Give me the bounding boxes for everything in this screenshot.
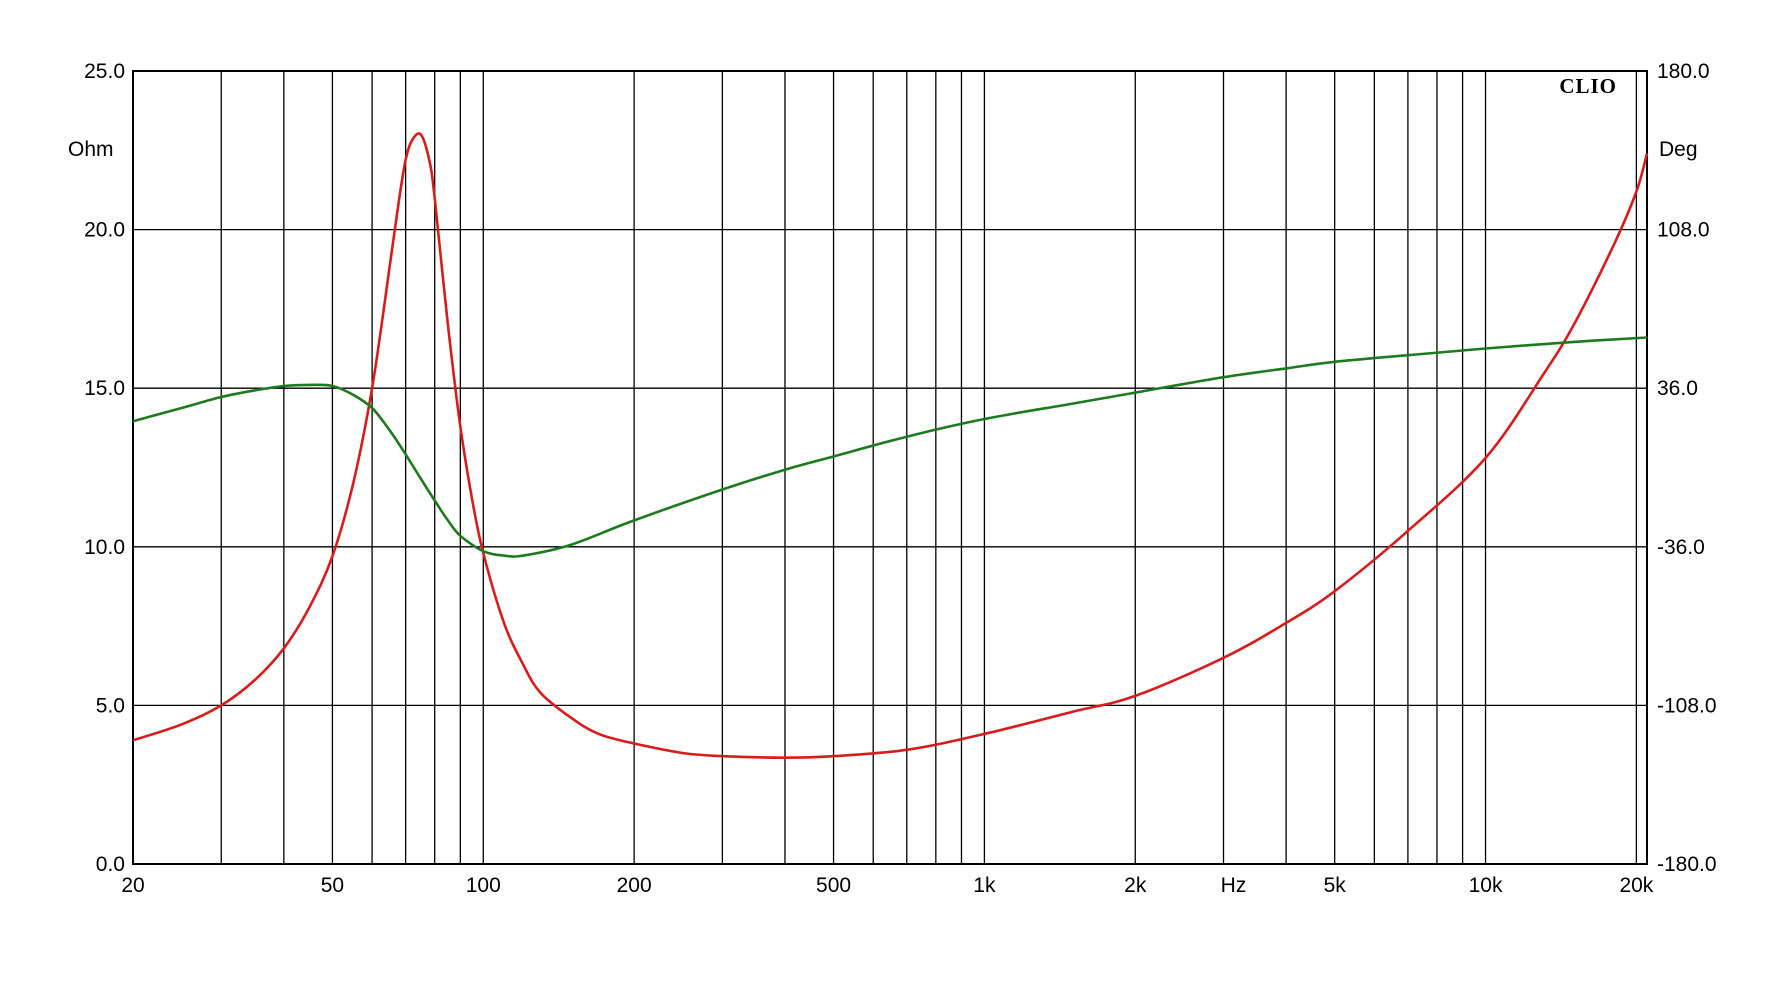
x-tick-label: 50 <box>321 874 344 897</box>
horizontal-gridlines <box>133 70 1647 865</box>
left-tick-label: 0.0 <box>96 853 125 876</box>
right-axis-tick-labels: -180.0 -108.0 -36.0 36.0 108.0 180.0 <box>1657 60 1717 876</box>
x-tick-label: 10k <box>1469 874 1503 897</box>
plot-frame <box>132 70 1648 865</box>
x-tick-label: 20 <box>121 874 144 897</box>
x-tick-label: 5k <box>1324 874 1347 897</box>
x-tick-label: 1k <box>973 874 996 897</box>
x-tick-label: 200 <box>617 874 652 897</box>
vertical-gridlines <box>132 71 1638 864</box>
series-layer <box>132 132 1649 759</box>
right-axis-unit-label: Deg <box>1659 138 1698 161</box>
x-tick-label: 500 <box>816 874 851 897</box>
left-tick-label: 10.0 <box>84 536 125 559</box>
right-tick-label: 36.0 <box>1657 377 1698 400</box>
right-tick-label: 108.0 <box>1657 219 1710 242</box>
left-axis-unit-label: Ohm <box>68 138 114 161</box>
clio-brand-label: CLIO <box>1559 74 1617 98</box>
x-tick-label: 2k <box>1124 874 1147 897</box>
x-tick-label: 20k <box>1619 874 1653 897</box>
left-tick-label: 20.0 <box>84 219 125 242</box>
right-tick-label: -180.0 <box>1657 853 1717 876</box>
right-tick-label: -108.0 <box>1657 694 1717 717</box>
left-axis-tick-labels: 0.0 5.0 10.0 15.0 20.0 25.0 <box>84 60 125 876</box>
left-tick-label: 25.0 <box>84 60 125 83</box>
phase-curve <box>132 336 1648 558</box>
x-axis-tick-labels: 20 50 100 200 500 1k 2k 5k 10k 20k <box>121 874 1653 897</box>
impedance-curve <box>132 132 1649 759</box>
x-axis-unit-label: Hz <box>1221 874 1247 897</box>
left-tick-label: 5.0 <box>96 694 125 717</box>
right-tick-label: 180.0 <box>1657 60 1710 83</box>
left-tick-label: 15.0 <box>84 377 125 400</box>
right-tick-label: -36.0 <box>1657 536 1705 559</box>
x-tick-label: 100 <box>466 874 501 897</box>
